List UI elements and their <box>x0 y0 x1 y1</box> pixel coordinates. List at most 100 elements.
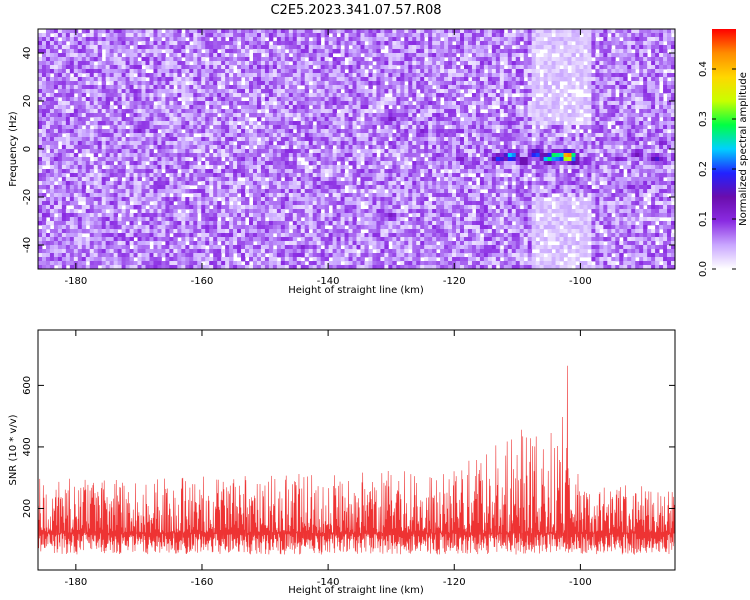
heatmap-cell <box>61 53 67 58</box>
heatmap-cell <box>491 65 497 70</box>
heatmap-cell <box>364 73 369 78</box>
heatmap-cell <box>499 97 505 102</box>
heatmap-cell <box>153 45 158 50</box>
heatmap-cell <box>288 37 294 42</box>
heatmap-cell <box>599 149 604 154</box>
heatmap-cell <box>555 113 560 118</box>
heatmap-cell <box>316 161 322 166</box>
heatmap-cell <box>432 145 437 150</box>
heatmap-cell <box>543 93 548 98</box>
heatmap-cell <box>607 109 612 114</box>
heatmap-cell <box>109 105 115 110</box>
heatmap-cell <box>221 117 226 122</box>
heatmap-cell <box>551 77 556 82</box>
heatmap-cell <box>503 157 509 162</box>
heatmap-cell <box>364 53 369 58</box>
heatmap-cell <box>153 61 158 66</box>
heatmap-cell <box>543 157 548 162</box>
heatmap-cell <box>205 61 210 66</box>
heatmap-cell <box>61 121 67 126</box>
heatmap-cell <box>177 33 182 38</box>
heatmap-cell <box>173 113 178 118</box>
heatmap-cell <box>603 157 608 162</box>
heatmap-cell <box>404 89 409 94</box>
heatmap-cell <box>348 105 353 110</box>
heatmap-cell <box>89 145 95 150</box>
heatmap-cell <box>623 57 628 62</box>
heatmap-cell <box>153 137 158 142</box>
heatmap-cell <box>523 145 529 150</box>
heatmap-cell <box>181 109 186 114</box>
heatmap-cell <box>591 73 596 78</box>
heatmap-cell <box>69 137 75 142</box>
heatmap-cell <box>479 37 485 42</box>
heatmap-cell <box>276 109 282 114</box>
heatmap-cell <box>507 81 513 86</box>
heatmap-cell <box>61 105 67 110</box>
heatmap-cell <box>591 93 596 98</box>
heatmap-cell <box>436 97 441 102</box>
heatmap-cell <box>487 89 493 94</box>
heatmap-cell <box>627 125 632 130</box>
heatmap-cell <box>543 73 548 78</box>
heatmap-cell <box>169 145 174 150</box>
heatmap-cell <box>647 105 652 110</box>
heatmap-cell <box>444 81 449 86</box>
heatmap-cell <box>312 97 318 102</box>
heatmap-cell <box>639 117 644 122</box>
heatmap-cell <box>599 129 604 134</box>
heatmap-cell <box>428 101 433 106</box>
heatmap-cell <box>483 125 489 130</box>
heatmap-cell <box>276 65 282 70</box>
heatmap-cell <box>221 137 226 142</box>
heatmap-cell <box>543 101 548 106</box>
heatmap-cell <box>149 45 154 50</box>
heatmap-cell <box>276 61 282 66</box>
heatmap-cell <box>217 73 222 78</box>
heatmap-cell <box>225 157 230 162</box>
heatmap-cell <box>229 77 234 82</box>
heatmap-cell <box>456 33 461 38</box>
heatmap-cell <box>217 33 222 38</box>
heatmap-cell <box>372 37 377 42</box>
heatmap-cell <box>452 69 457 74</box>
heatmap-cell <box>599 49 604 54</box>
heatmap-cell <box>161 57 166 62</box>
heatmap-cell <box>225 93 230 98</box>
heatmap-cell <box>276 153 282 158</box>
heatmap-cell <box>141 117 146 122</box>
heatmap-cell <box>316 145 322 150</box>
heatmap-cell <box>583 33 588 38</box>
heatmap-cell <box>149 53 154 58</box>
heatmap-cell <box>41 153 47 158</box>
heatmap-cell <box>352 77 357 82</box>
heatmap-cell <box>65 53 71 58</box>
heatmap-cell <box>360 81 365 86</box>
heatmap-cell <box>245 153 250 158</box>
heatmap-cell <box>229 113 234 118</box>
heatmap-cell <box>607 141 612 146</box>
heatmap-cell <box>543 53 548 58</box>
heatmap-cell <box>153 77 158 82</box>
heatmap-cell <box>475 93 481 98</box>
heatmap-cell <box>245 133 250 138</box>
heatmap-cell <box>667 69 672 74</box>
heatmap-cell <box>404 105 409 110</box>
heatmap-cell <box>376 113 381 118</box>
heatmap-cell <box>412 97 417 102</box>
heatmap-cell <box>61 61 67 66</box>
heatmap-cell <box>177 145 182 150</box>
heatmap-cell <box>49 77 55 82</box>
heatmap-cell <box>643 33 648 38</box>
heatmap-cell <box>539 85 545 90</box>
heatmap-cell <box>300 125 306 130</box>
heatmap-cell <box>515 57 521 62</box>
heatmap-cell <box>344 33 349 38</box>
heatmap-cell <box>651 145 656 150</box>
heatmap-cell <box>296 29 302 34</box>
heatmap-cell <box>495 41 501 46</box>
heatmap-cell <box>38 121 43 126</box>
heatmap-cell <box>463 49 469 54</box>
heatmap-cell <box>165 85 170 90</box>
heatmap-cell <box>193 89 198 94</box>
